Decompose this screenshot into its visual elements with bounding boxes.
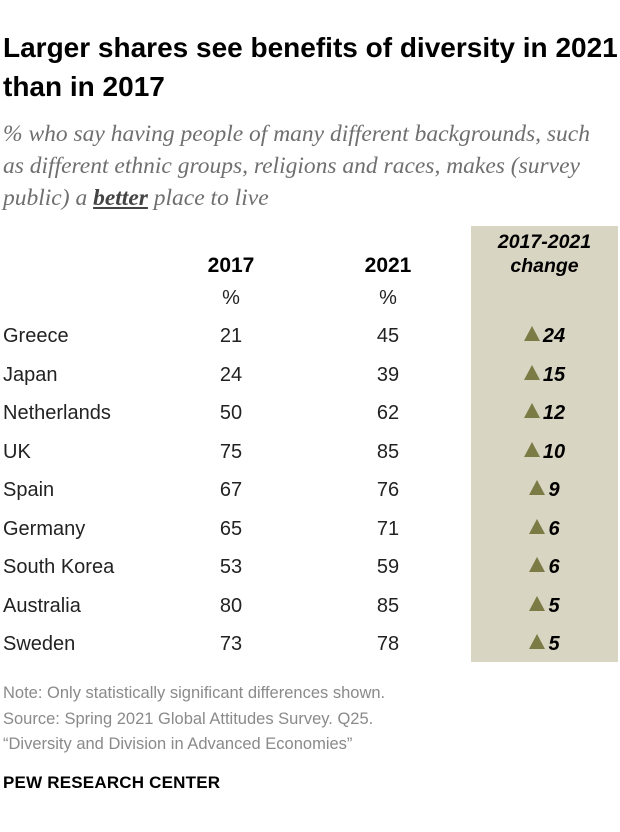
value-2021: 71 xyxy=(376,517,400,540)
country-label: Netherlands xyxy=(3,402,111,424)
org-logo-text: PEW RESEARCH CENTER xyxy=(3,773,221,792)
change-value-cell: 9 xyxy=(471,479,618,502)
value-2021: 39 xyxy=(376,363,400,386)
country-label: Germany xyxy=(3,517,86,540)
column-header-change: 2017-2021 change xyxy=(471,230,618,278)
value-2021: 85 xyxy=(376,440,400,463)
change-header-line2: change xyxy=(510,255,579,277)
up-triangle-icon xyxy=(529,595,546,611)
country-label: UK xyxy=(3,440,31,463)
country-label: Greece xyxy=(3,325,69,347)
value-2017: 50 xyxy=(219,402,243,424)
change-value: 5 xyxy=(548,633,560,655)
value-2017: 65 xyxy=(219,517,243,540)
value-2021: 59 xyxy=(376,556,400,578)
country-label: Spain xyxy=(3,479,55,501)
unit-label-2021: % xyxy=(379,287,397,309)
note-text: Note: Only statistically significant dif… xyxy=(3,684,386,702)
table-row: Spain 67 76 9 xyxy=(0,479,620,517)
change-value-cell: 6 xyxy=(471,518,618,541)
subtitle-emphasis: better xyxy=(93,185,148,211)
up-triangle-icon xyxy=(529,480,546,495)
value-2017: 24 xyxy=(219,363,243,386)
table-row: Germany 65 71 6 xyxy=(0,518,620,556)
table-row: South Korea 53 59 6 xyxy=(0,556,620,594)
up-triangle-icon xyxy=(523,364,540,380)
value-2017: 73 xyxy=(219,633,243,655)
value-2017: 75 xyxy=(219,440,243,463)
change-value: 6 xyxy=(548,556,560,578)
change-value-cell: 24 xyxy=(471,325,618,348)
chart-subtitle: % who say having people of many differen… xyxy=(3,118,615,214)
change-value: 9 xyxy=(548,479,560,501)
table-row: UK 75 85 10 xyxy=(0,441,620,479)
change-value-cell: 15 xyxy=(471,364,618,387)
value-2021: 85 xyxy=(376,594,400,617)
table-row: Sweden 73 78 5 xyxy=(0,633,620,671)
country-label: South Korea xyxy=(3,556,115,578)
change-value-cell: 5 xyxy=(471,595,618,618)
change-value: 15 xyxy=(542,363,566,386)
country-label: Sweden xyxy=(3,633,76,655)
value-2017: 21 xyxy=(219,325,243,347)
table-row: Japan 24 39 15 xyxy=(0,364,620,402)
change-value: 10 xyxy=(542,440,566,463)
chart-notes: Note: Only statistically significant dif… xyxy=(3,681,385,758)
change-value: 5 xyxy=(548,594,560,617)
change-value: 24 xyxy=(542,325,566,347)
up-triangle-icon xyxy=(529,518,546,534)
country-label: Japan xyxy=(3,363,58,386)
change-value-cell: 12 xyxy=(471,402,618,425)
value-2017: 67 xyxy=(219,479,243,501)
up-triangle-icon xyxy=(523,403,540,418)
up-triangle-icon xyxy=(529,634,546,649)
value-2017: 80 xyxy=(219,594,243,617)
change-value-cell: 10 xyxy=(471,441,618,464)
value-2021: 78 xyxy=(376,633,400,655)
country-label: Australia xyxy=(3,594,81,617)
column-header-2021: 2021 xyxy=(364,254,412,277)
table-row: Greece 21 45 24 xyxy=(0,325,620,363)
subtitle-text: % who say having people of many differen… xyxy=(3,121,590,211)
up-triangle-icon xyxy=(523,326,540,341)
change-header-line1: 2017-2021 xyxy=(497,231,592,253)
change-value: 6 xyxy=(548,517,560,540)
chart-title: Larger shares see benefits of diversity … xyxy=(3,32,618,102)
up-triangle-icon xyxy=(529,557,546,572)
change-value-cell: 5 xyxy=(471,633,618,656)
unit-label-2017: % xyxy=(222,287,240,309)
change-value: 12 xyxy=(542,402,566,424)
source-text: Source: Spring 2021 Global Attitudes Sur… xyxy=(3,709,374,728)
value-2021: 76 xyxy=(376,479,400,501)
change-value-cell: 6 xyxy=(471,556,618,579)
value-2017: 53 xyxy=(219,556,243,578)
table-row: Netherlands 50 62 12 xyxy=(0,402,620,440)
subtitle-text-end: place to live xyxy=(147,185,269,211)
up-triangle-icon xyxy=(523,441,540,457)
table-row: Australia 80 85 5 xyxy=(0,595,620,633)
report-title: “Diversity and Division in Advanced Econ… xyxy=(3,735,353,753)
value-2021: 62 xyxy=(376,402,400,424)
column-header-2017: 2017 xyxy=(207,254,255,277)
change-column-band xyxy=(471,226,618,662)
value-2021: 45 xyxy=(376,325,400,347)
